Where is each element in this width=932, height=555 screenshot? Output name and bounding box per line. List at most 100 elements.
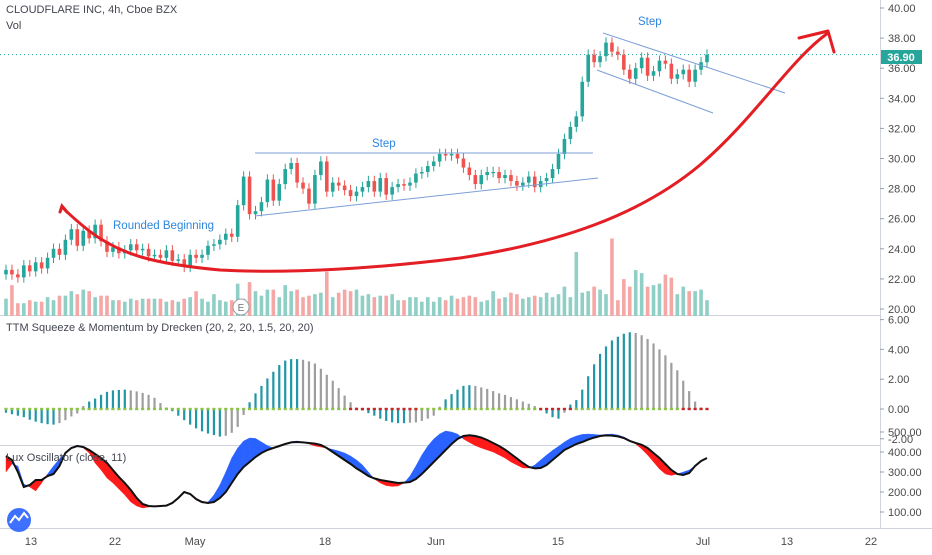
squeeze-dot bbox=[153, 408, 156, 410]
squeeze-dot bbox=[497, 408, 500, 410]
momentum-bar bbox=[142, 393, 144, 409]
candle-body bbox=[355, 192, 359, 197]
squeeze-dot bbox=[527, 408, 530, 410]
time-tick-label: 22 bbox=[109, 536, 121, 548]
candle-body bbox=[272, 180, 276, 201]
momentum-bar bbox=[320, 369, 322, 409]
momentum-bar bbox=[575, 400, 577, 409]
squeeze-dot bbox=[587, 408, 590, 410]
momentum-bar bbox=[130, 390, 132, 409]
candle-body bbox=[16, 274, 20, 277]
candle bbox=[242, 171, 246, 210]
momentum-bar bbox=[58, 409, 60, 423]
volume-bar bbox=[479, 302, 483, 316]
volume-bar bbox=[687, 291, 691, 316]
squeeze-dot bbox=[22, 408, 25, 410]
volume-bar bbox=[367, 294, 371, 316]
volume-bar bbox=[521, 299, 525, 316]
candle-body bbox=[551, 169, 555, 178]
volume-bar bbox=[373, 297, 377, 316]
volume-bar bbox=[117, 300, 121, 316]
candle-body bbox=[378, 178, 382, 192]
squeeze-dot bbox=[147, 408, 150, 410]
squeeze-dot bbox=[284, 408, 287, 410]
squeeze-dot bbox=[385, 408, 388, 410]
volume-bar bbox=[260, 296, 264, 316]
squeeze-dot bbox=[331, 408, 334, 410]
squeeze-dot bbox=[575, 408, 578, 410]
squeeze-dot bbox=[52, 408, 55, 410]
candle-body bbox=[28, 265, 32, 271]
volume-bar bbox=[622, 279, 626, 316]
squeeze-dot bbox=[260, 408, 263, 410]
momentum-bar bbox=[611, 340, 613, 409]
volume-bar bbox=[254, 291, 258, 316]
squeeze-dot bbox=[290, 408, 293, 410]
candle-body bbox=[545, 178, 549, 181]
squeeze-tick-label: 0.00 bbox=[888, 404, 909, 416]
squeeze-dot bbox=[70, 408, 73, 410]
squeeze-dot bbox=[616, 408, 619, 410]
candle bbox=[236, 200, 240, 242]
time-tick-label: 13 bbox=[781, 536, 793, 548]
volume-bar bbox=[616, 300, 620, 316]
candle-body bbox=[171, 250, 175, 261]
candle-body bbox=[266, 180, 270, 203]
momentum-bar bbox=[118, 390, 120, 409]
candle-body bbox=[610, 43, 614, 52]
price-tick-label: 40.00 bbox=[888, 3, 916, 15]
momentum-bar bbox=[237, 409, 239, 427]
candle-body bbox=[242, 177, 246, 206]
squeeze-dot bbox=[373, 408, 376, 410]
candle-body bbox=[681, 70, 685, 75]
volume-bar bbox=[212, 294, 216, 316]
price-tick-label: 24.00 bbox=[888, 244, 916, 256]
candle-body bbox=[640, 58, 644, 69]
candle-body bbox=[634, 68, 638, 79]
squeeze-dot bbox=[480, 408, 483, 410]
squeeze-dot bbox=[396, 408, 399, 410]
candle-body bbox=[622, 55, 626, 70]
squeeze-dot bbox=[486, 408, 489, 410]
volume-bar bbox=[40, 302, 44, 316]
momentum-bar bbox=[415, 409, 417, 422]
squeeze-dot bbox=[105, 408, 108, 410]
candle-body bbox=[236, 205, 240, 237]
momentum-bar bbox=[64, 409, 66, 420]
squeeze-dot bbox=[135, 408, 138, 410]
volume-bar bbox=[272, 290, 276, 316]
squeeze-dot bbox=[545, 408, 548, 410]
volume-bar bbox=[569, 297, 573, 316]
momentum-bar bbox=[302, 360, 304, 409]
volume-bar bbox=[693, 291, 697, 316]
squeeze-dot bbox=[646, 408, 649, 410]
lux-tick-label: 500.00 bbox=[888, 427, 922, 439]
squeeze-dot bbox=[206, 408, 209, 410]
momentum-bar bbox=[504, 395, 506, 409]
volume-bar bbox=[52, 300, 56, 316]
volume-bar bbox=[563, 287, 567, 316]
volume-bar bbox=[46, 297, 50, 316]
candle-body bbox=[527, 177, 531, 183]
tradingview-logo[interactable] bbox=[7, 508, 31, 532]
earnings-marker[interactable]: E bbox=[233, 299, 249, 315]
candle-body bbox=[402, 184, 406, 186]
squeeze-dot bbox=[94, 408, 97, 410]
price-tick-label: 36.00 bbox=[888, 63, 916, 75]
volume-bar bbox=[545, 293, 549, 316]
squeeze-dot bbox=[474, 408, 477, 410]
momentum-bar bbox=[617, 337, 619, 409]
squeeze-dot bbox=[16, 408, 19, 410]
squeeze-dot bbox=[444, 408, 447, 410]
momentum-bar bbox=[124, 390, 126, 409]
squeeze-dot bbox=[581, 408, 584, 410]
momentum-bar bbox=[421, 409, 423, 421]
candle-body bbox=[509, 175, 513, 181]
candle-body bbox=[176, 259, 180, 261]
momentum-bar bbox=[450, 394, 452, 409]
candle bbox=[325, 156, 329, 197]
momentum-bar bbox=[189, 409, 191, 425]
squeeze-title: TTM Squeeze & Momentum by Drecken (20, 2… bbox=[6, 322, 314, 334]
squeeze-dot bbox=[230, 408, 233, 410]
